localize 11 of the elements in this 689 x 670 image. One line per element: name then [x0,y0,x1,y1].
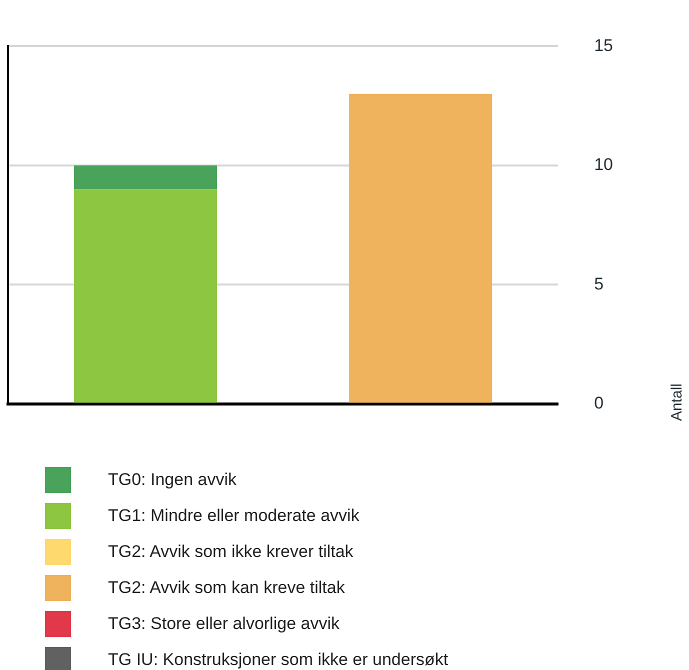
y-tick-label: 10 [594,155,614,174]
y-axis-title: Antall [668,384,686,424]
y-tick-label: 15 [594,36,614,55]
legend-label: TG3: Store eller alvorlige avvik [108,614,340,634]
legend-label: TG1: Mindre eller moderate avvik [108,506,360,526]
legend-label: TG0: Ingen avvik [108,470,237,490]
y-tick-label: 0 [594,393,604,412]
legend-label: TG2: Avvik som ikke krever tiltak [108,542,354,562]
y-tick-label: 5 [594,274,604,294]
legend-label: TG IU: Konstruksjoner som ikke er undersøkt [108,650,448,670]
legend-label: TG2: Avvik som kan kreve tiltak [108,578,345,598]
